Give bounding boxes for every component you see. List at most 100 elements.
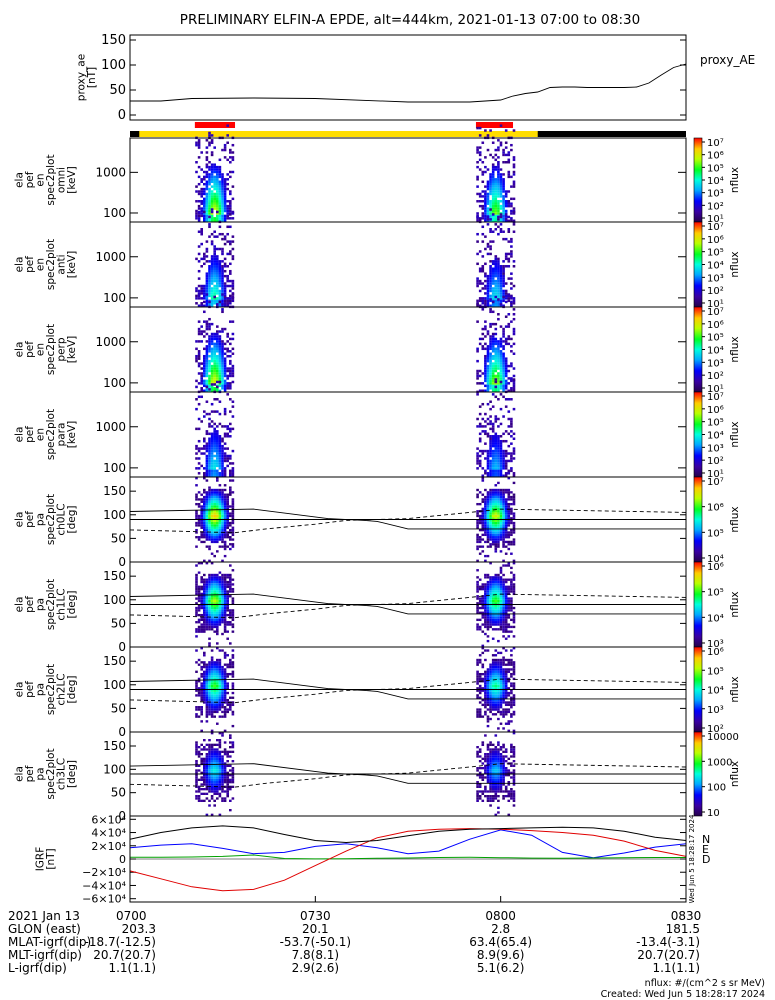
spectrogram-cell [486,347,490,351]
spectrogram-cell [200,630,203,633]
spectrogram-cell [226,214,229,218]
spectrogram-cell [200,510,203,513]
spectrogram-cell [499,384,503,388]
spectrogram-cell [218,587,222,591]
spectrogram-cell [489,209,492,213]
spectrogram-cell [499,498,503,501]
spectrogram-cell [205,597,209,600]
spectrogram-cell [510,552,513,555]
spectrogram-cell [223,347,227,351]
spectrogram-cell [216,297,219,300]
spectrogram-cell [197,680,201,683]
spectrogram-cell [478,774,482,777]
spectrogram-cell [205,327,209,331]
spectrogram-cell [208,354,211,358]
spectrogram-cell [489,464,492,468]
spectrogram-cell [213,748,216,751]
spectrogram-cell [486,755,490,758]
spectrogram-cell [203,357,206,360]
spectrogram-cell [218,694,222,697]
spectrogram-cell [221,247,224,251]
spectrogram-cell [502,153,505,157]
spectrogram-cell [213,778,216,781]
spectrogram-cell [197,746,201,749]
spectrogram-cell [213,347,216,351]
spectrogram-cell [221,611,224,614]
spectrogram-cell [494,604,498,607]
spectrogram-cell [504,528,508,532]
spectrogram-cell [510,531,513,534]
spectrogram-cell [195,545,198,548]
spectrogram-cell [205,195,209,198]
spectrogram-cell [504,289,508,293]
spectrogram-cell [497,510,500,513]
spectrogram-cell [494,649,498,652]
spectrogram-cell [200,602,203,605]
spectrogram-cell [484,694,487,697]
spectrogram-cell [476,299,479,303]
spectrogram-cell [484,755,487,758]
spectrogram-cell [218,168,222,171]
spectrogram-cell [486,635,490,638]
spectrogram-cell [210,732,214,735]
spectrogram-cell [210,472,214,475]
spectrogram-cell [499,689,503,692]
spectrogram-cell [481,512,485,515]
spectrogram-cell [504,512,508,515]
spectrogram-cell [486,536,490,539]
spectrogram-cell [197,165,201,169]
spectrogram-cell [478,597,482,600]
spectrogram-cell [507,219,511,222]
spectrogram-cell [478,269,482,273]
timebar-date: 2021 Jan 13 [8,909,80,923]
spectrogram-cell [203,701,206,704]
spectrogram-cell [203,474,206,477]
spectrogram-cell [484,195,487,198]
spectrogram-cell [491,606,495,610]
spectrogram-cell [210,332,214,336]
spectrogram-cell [216,204,219,208]
spectrogram-cell [210,703,214,707]
spectrogram-cell [221,682,224,685]
spectrogram-cell [491,387,495,390]
spectrogram-cell [484,675,487,678]
spectrogram-cell [512,432,516,436]
spectrogram-cell [205,764,209,767]
spectrogram-cell [216,444,219,448]
spectrogram-cell [200,616,203,619]
spectrogram-cell [489,469,492,473]
spectrogram-cell [200,372,203,375]
spectrogram-cell [210,602,214,605]
spectrogram-cell [216,447,219,450]
spectrogram-cell [494,265,498,268]
spectrogram-cell [499,580,503,584]
spectrogram-cell [203,257,206,261]
loss-cone-line [129,678,686,700]
spectrogram-cell [221,347,224,351]
spectrogram-cell [497,260,500,263]
spectrogram-cell [195,289,198,293]
spectrogram-cell [491,703,495,707]
spectrogram-cell [205,389,209,392]
spectrogram-cell [223,302,227,305]
spectrogram-cell [213,442,216,445]
spectrogram-cell [484,517,487,520]
spectrogram-cell [221,505,224,508]
spectrogram-cell [489,799,492,802]
spectrogram-cell [205,359,209,363]
spectrogram-cell [502,587,505,591]
spectrogram-cell [208,382,211,385]
spectrogram-cell [491,769,495,772]
spectrogram-cell [481,583,485,586]
spectrogram-cell [484,767,487,770]
spectrogram-cell [476,493,479,496]
spectrogram-cell [210,599,214,603]
spectrogram-cell [229,524,232,527]
spectrogram-cell [226,524,229,527]
spectrogram-cell [510,350,513,353]
spectrogram-cell [489,185,492,188]
spectrogram-cell [200,792,203,795]
spectrogram-cell [221,182,224,186]
spectrogram-cell [489,672,492,676]
